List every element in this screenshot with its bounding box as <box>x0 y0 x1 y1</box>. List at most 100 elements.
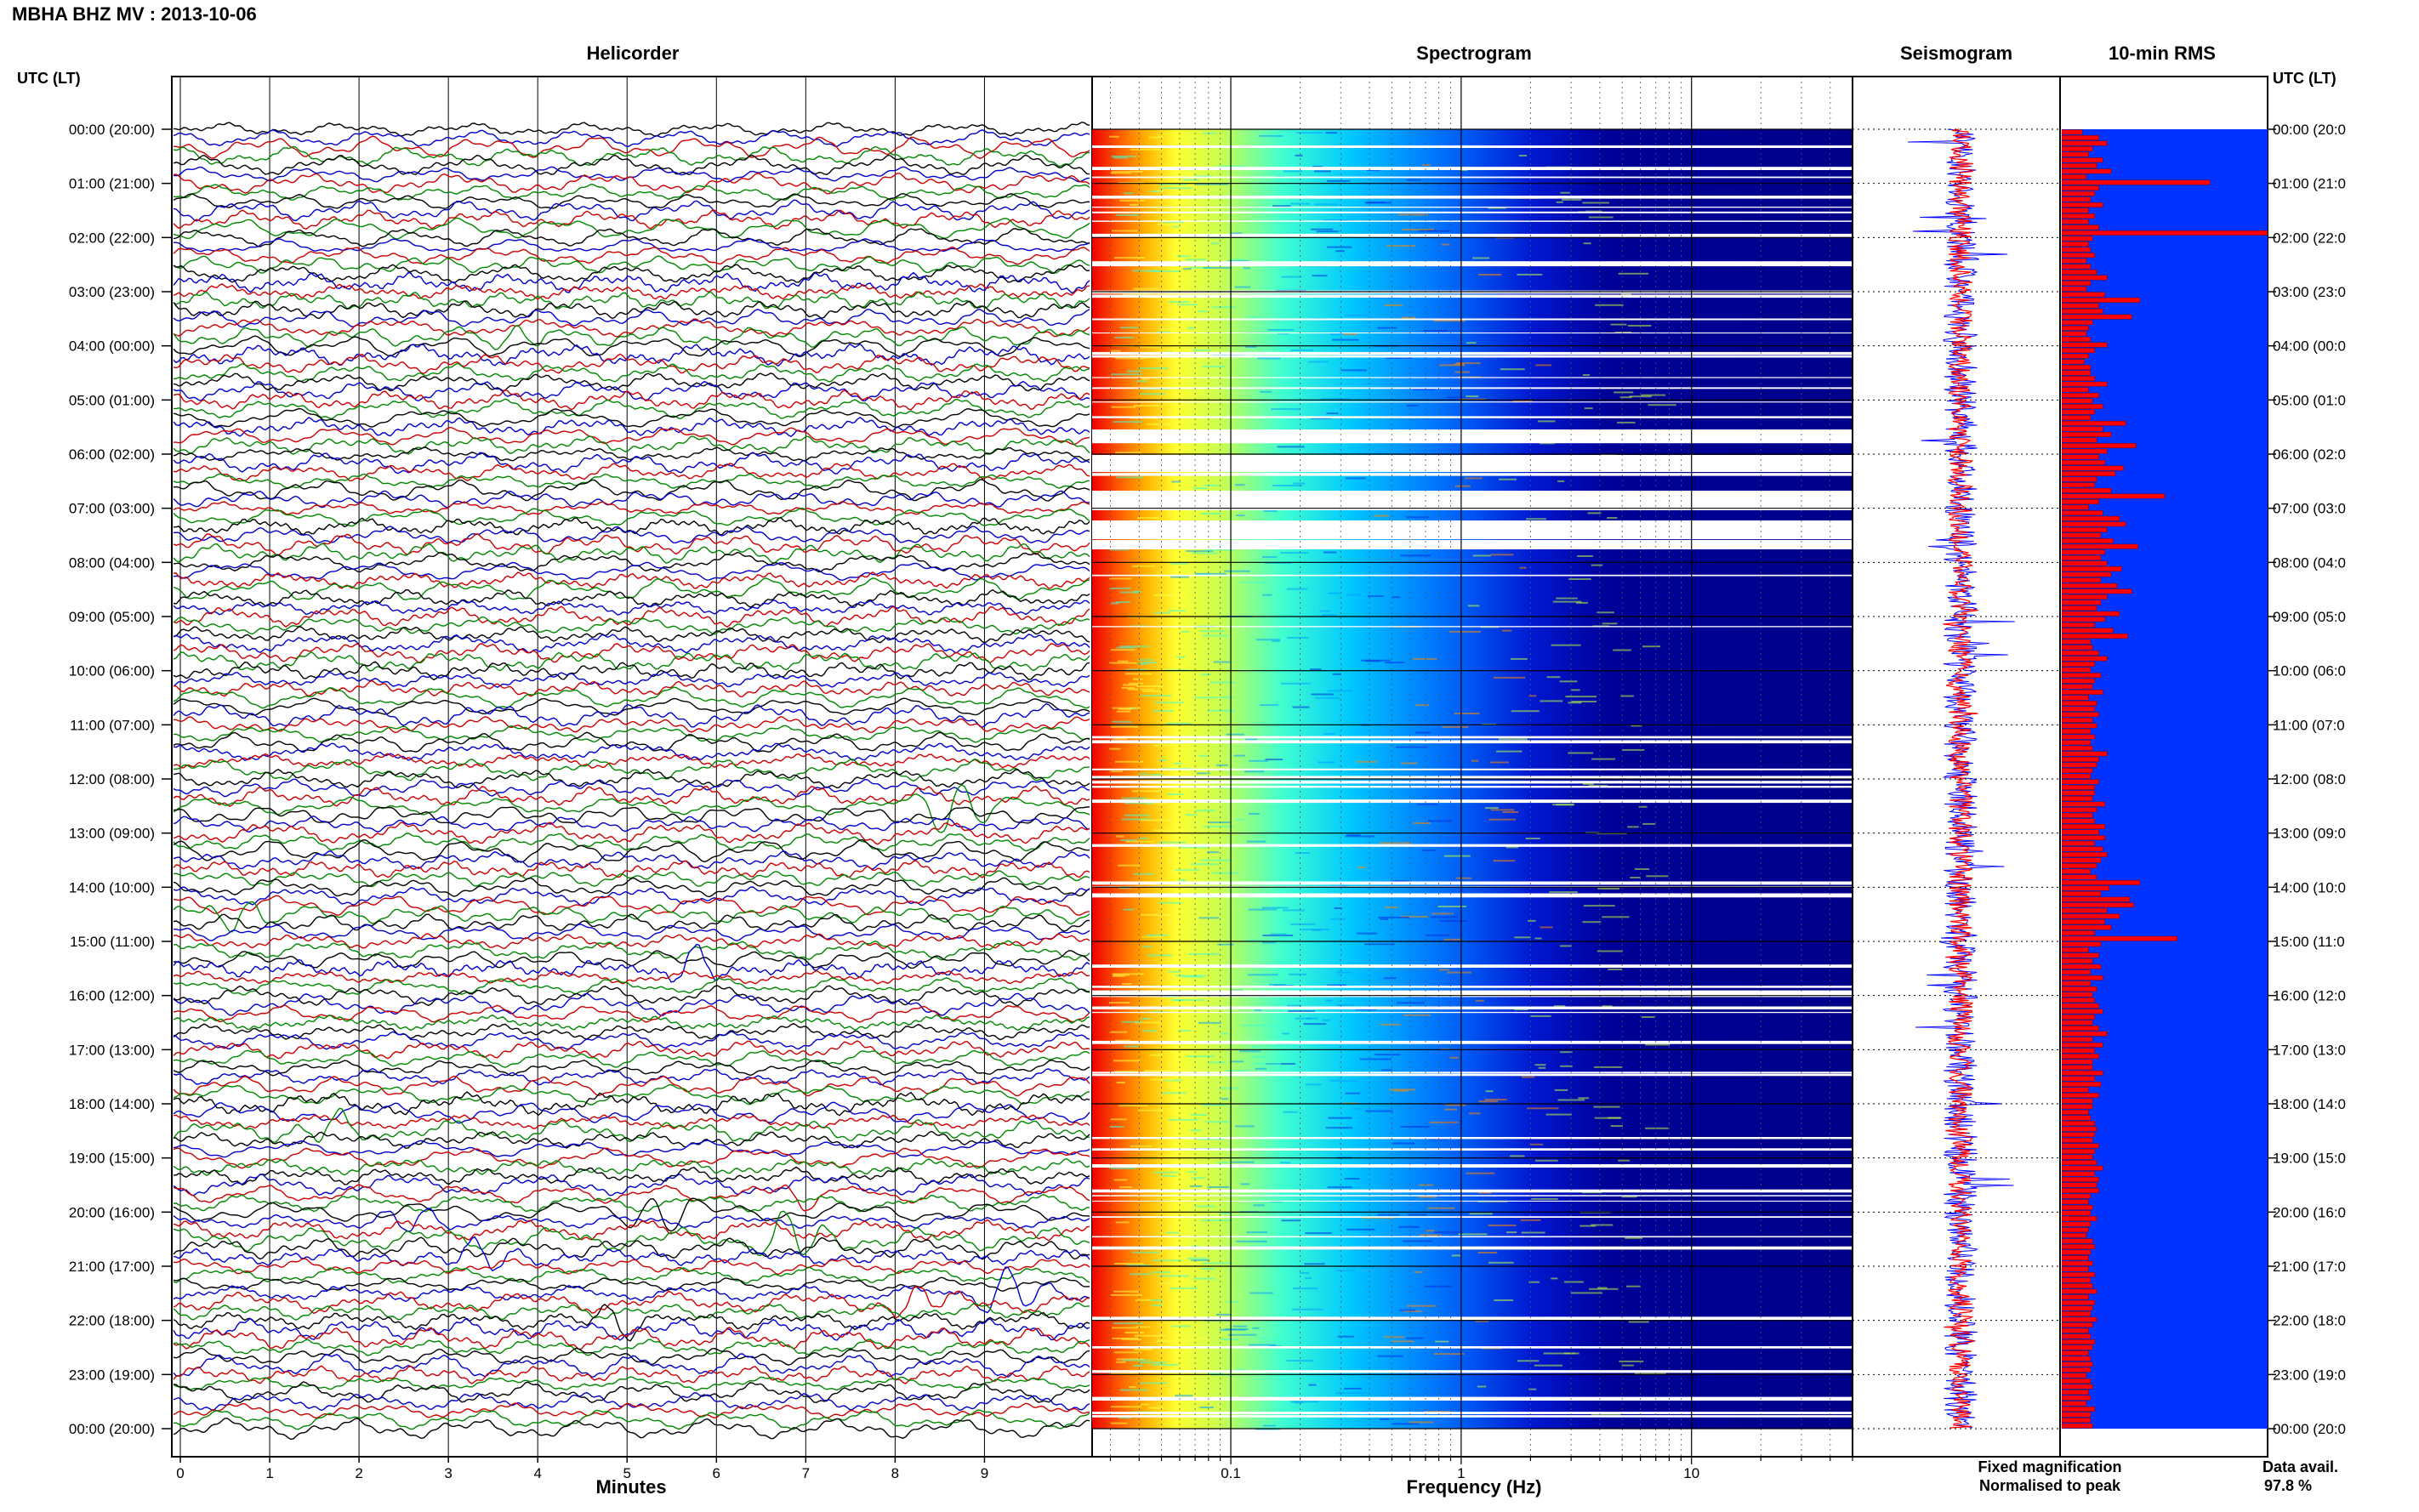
rms-bar <box>2061 935 2177 941</box>
spectrogram-speckle <box>1110 373 1142 376</box>
time-tick-label-left: 07:00 (03:00) <box>69 501 155 517</box>
spectrogram-speckle <box>1141 1403 1150 1406</box>
rms-bar <box>2061 242 2089 247</box>
rms-bar <box>2061 963 2102 969</box>
helicorder-trace <box>173 1409 1090 1430</box>
spectrogram-speckle <box>1361 659 1391 662</box>
rms-bar <box>2061 1210 2092 1216</box>
spectrogram-speckle <box>1627 826 1639 828</box>
helicorder-trace <box>173 643 1090 664</box>
seismogram-frame <box>1852 76 2061 1458</box>
spectrogram-speckle <box>1551 644 1581 646</box>
helicorder-trace <box>173 343 1090 367</box>
spectrogram-speckle <box>1430 916 1458 918</box>
helicorder-trace <box>174 758 1090 782</box>
spectrogram-speckle <box>1287 636 1309 639</box>
spectrogram-speckle <box>1230 1060 1244 1063</box>
spectrogram-speckle <box>1189 1185 1203 1187</box>
spectrogram-speckle <box>1391 1340 1414 1343</box>
spectrogram-speckle <box>1114 336 1135 338</box>
rms-bar <box>2061 863 2097 868</box>
spectrogram-speckle <box>1423 330 1448 332</box>
spectrogram-speckle <box>1490 809 1515 811</box>
spectrogram-speckle <box>1431 912 1454 915</box>
data-gap <box>1092 626 1853 628</box>
rms-bar <box>2061 532 2102 538</box>
spectrogram-speckle <box>1158 1282 1174 1285</box>
spectrogram-speckle <box>1610 323 1627 326</box>
spectrogram-speckle <box>1252 1327 1260 1329</box>
spectrogram-speckle <box>1506 1231 1517 1234</box>
spectrogram-speckle <box>1124 1332 1145 1333</box>
spectrogram-speckle <box>1171 480 1181 483</box>
rms-bar <box>2061 1188 2099 1193</box>
data-gap <box>1092 781 1853 784</box>
spectrogram-speckle <box>1434 1353 1465 1356</box>
spectrogram-speckle <box>1112 975 1126 977</box>
spectrogram-speckle <box>1259 134 1283 137</box>
spectrogram-speckle <box>1318 761 1335 764</box>
rms-bar <box>2061 1182 2097 1188</box>
rms-bar <box>2061 583 2118 588</box>
rms-bar <box>2061 958 2093 963</box>
spectrogram-speckle <box>1589 1287 1619 1290</box>
time-tick-label-left: 08:00 (04:00) <box>69 554 155 571</box>
rms-bar <box>2061 913 2120 919</box>
rms-bar <box>2061 1054 2099 1059</box>
spectrogram-speckle <box>1113 1351 1141 1354</box>
spectrogram-speckle <box>1648 404 1676 406</box>
helicorder-trace <box>173 913 1090 932</box>
helicorder-trace <box>173 192 1090 209</box>
rms-bar <box>2061 840 2095 846</box>
spectrogram-speckle <box>1111 230 1138 232</box>
helicorder-trace <box>173 697 1090 716</box>
spectrogram-speckle <box>1583 905 1615 907</box>
rms-bar <box>2061 577 2102 583</box>
spectrogram-speckle <box>1131 790 1164 793</box>
spectrogram-speckle <box>1295 852 1310 854</box>
data-gap <box>1092 211 1853 213</box>
spectrogram-speckle <box>1525 838 1540 839</box>
rms-bar <box>2061 1177 2099 1182</box>
spectrogram-speckle <box>1138 773 1150 776</box>
frequency-tick-label: 0.1 <box>1221 1465 1241 1481</box>
rms-bar <box>2061 415 2092 421</box>
helicorder-trace <box>173 154 1090 176</box>
spectrogram-speckle <box>1180 143 1203 145</box>
spectrogram-speckle <box>1118 708 1132 710</box>
spectrogram-speckle <box>1113 1060 1141 1062</box>
spectrogram-speckle <box>1420 1234 1442 1236</box>
time-tick-label-right: 15:00 (11:0 <box>2273 934 2345 950</box>
spectrogram-speckle <box>1234 484 1245 486</box>
spectrogram-speckle <box>1147 1407 1164 1409</box>
spectrogram-speckle <box>1430 1121 1459 1123</box>
data-gap <box>1092 881 1853 885</box>
spectrogram-speckle <box>1265 759 1283 761</box>
spectrogram-speckle <box>1113 1290 1140 1293</box>
spectrogram-speckle <box>1328 592 1340 594</box>
spectrogram-speckle <box>1147 954 1173 957</box>
spectrogram-speckle <box>1451 1254 1461 1257</box>
spectrogram-speckle <box>1112 737 1127 740</box>
spectrogram-speckle <box>1389 1089 1416 1091</box>
spectrogram-speckle <box>1518 155 1527 156</box>
rms-bar <box>2061 745 2093 751</box>
time-tick-label-right: 18:00 (14:0 <box>2273 1096 2346 1112</box>
spectrogram-speckle <box>1180 846 1208 849</box>
spectrogram-speckle <box>1560 191 1570 194</box>
helicorder-trace <box>173 943 1090 983</box>
rms-bar <box>2061 168 2112 174</box>
rms-bar <box>2061 146 2093 151</box>
spectrogram-speckle <box>1292 1287 1318 1290</box>
spectrogram-speckle <box>1118 864 1141 867</box>
spectrogram-speckle <box>1556 201 1563 203</box>
spectrogram-speckle <box>1380 918 1389 920</box>
spectrogram-speckle <box>1345 835 1375 838</box>
data-gap <box>1092 264 1853 267</box>
helicorder-trace <box>173 291 1090 310</box>
rms-bar <box>2061 1093 2099 1099</box>
spectrogram-speckle <box>1613 649 1631 651</box>
helicorder-trace <box>173 778 1090 798</box>
rms-bar <box>2061 454 2099 460</box>
spectrogram-speckle <box>1345 314 1369 316</box>
